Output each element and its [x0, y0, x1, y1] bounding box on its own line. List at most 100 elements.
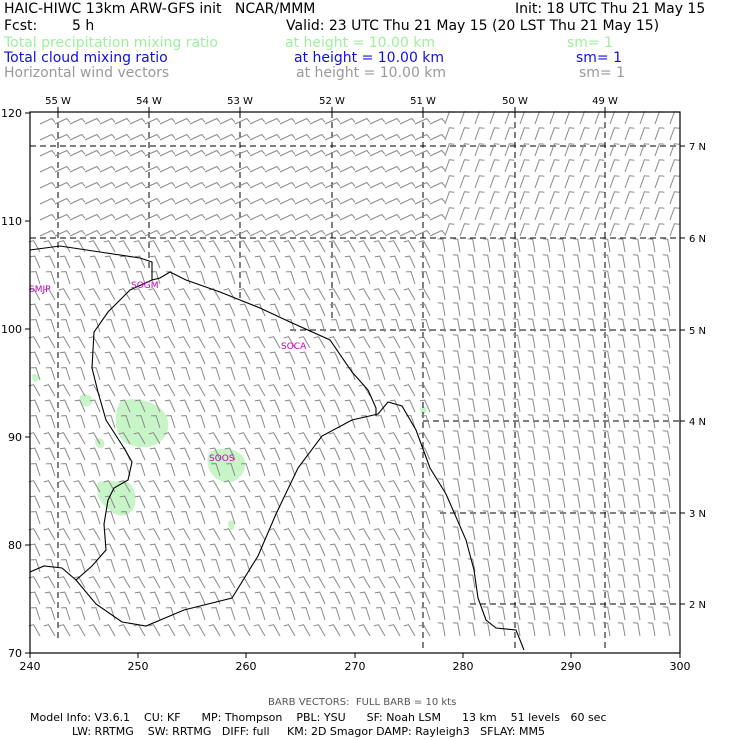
wind-barb: [542, 366, 551, 381]
x-tick-label: 250: [128, 660, 149, 673]
wind-barb: [134, 447, 146, 461]
wind-barb: [360, 511, 371, 525]
wind-barb: [135, 607, 146, 621]
y-tick-label: 110: [1, 215, 22, 228]
wind-barb: [344, 495, 356, 509]
wind-barb: [384, 197, 401, 205]
wind-barb: [315, 367, 326, 381]
wind-barb: [527, 398, 536, 413]
wind-barb: [418, 624, 431, 637]
wind-barb: [527, 622, 536, 637]
wind-barb: [504, 127, 515, 141]
wind-barb: [39, 165, 56, 173]
wind-barb: [324, 149, 341, 157]
wind-barb: [88, 576, 101, 589]
wind-barb: [512, 382, 521, 397]
wind-barb: [193, 288, 206, 301]
wind-barb: [519, 127, 530, 141]
wind-barb: [647, 350, 656, 365]
wind-barb: [669, 223, 680, 237]
wind-barb: [134, 255, 146, 269]
wind-barb: [194, 303, 206, 317]
wind-barb: [223, 432, 236, 445]
wind-barb: [330, 367, 341, 381]
wind-barb: [482, 366, 491, 381]
wind-barb: [542, 526, 551, 541]
wind-barb: [163, 384, 176, 397]
wind-barb: [180, 415, 191, 429]
wind-barb: [150, 559, 161, 573]
wind-barb: [384, 133, 401, 141]
wind-barb: [150, 511, 161, 525]
wind-barb: [358, 480, 371, 493]
wind-barb: [150, 415, 161, 429]
wind-barb: [194, 399, 206, 413]
wind-barb: [527, 494, 536, 509]
wind-barb: [314, 543, 326, 557]
wind-barb: [73, 624, 86, 637]
wind-barb: [298, 288, 311, 301]
wind-barb: [105, 319, 116, 333]
wind-barb: [617, 414, 626, 429]
wind-barb: [159, 197, 176, 205]
lon-label: 53 W: [227, 96, 253, 107]
wind-barb: [69, 213, 86, 221]
wind-barb: [294, 229, 311, 237]
wind-barb: [662, 254, 671, 269]
axis-ticks: [25, 107, 685, 658]
wind-barb: [58, 384, 71, 397]
wind-barb: [632, 446, 641, 461]
wind-barb: [482, 462, 491, 477]
wind-barb: [329, 543, 341, 557]
wind-barb: [497, 270, 506, 285]
wind-barb: [249, 133, 266, 141]
wind-barb: [298, 384, 311, 397]
wind-barb: [135, 271, 146, 285]
wind-barb: [497, 574, 506, 589]
wind-barb: [384, 213, 401, 221]
wind-barb: [467, 318, 476, 333]
wind-barb: [404, 447, 416, 461]
wind-barb: [564, 223, 575, 237]
wind-barb: [264, 149, 281, 157]
wind-barb: [444, 159, 455, 173]
wind-barb: [193, 432, 206, 445]
wind-barb: [452, 238, 461, 253]
wind-barb: [557, 366, 566, 381]
wind-barb: [624, 111, 635, 125]
wind-barb: [384, 149, 401, 157]
wind-barb: [268, 384, 281, 397]
wind-barb: [557, 318, 566, 333]
wind-barb: [452, 510, 461, 525]
wind-barb: [497, 286, 506, 301]
wind-barb: [587, 366, 596, 381]
wind-barb: [617, 494, 626, 509]
precip-area: [207, 448, 246, 483]
wind-barb: [129, 213, 146, 221]
wind-barb: [467, 478, 476, 493]
wind-barb: [193, 384, 206, 397]
wind-barb: [148, 240, 161, 253]
wind-barb: [617, 590, 626, 605]
wind-barb: [617, 254, 626, 269]
wind-barb: [360, 319, 371, 333]
wind-barb: [418, 336, 431, 349]
wind-barb: [602, 238, 611, 253]
wind-barb: [223, 528, 236, 541]
wind-barb: [512, 366, 521, 381]
wind-barb: [225, 511, 236, 525]
wind-barb: [557, 590, 566, 605]
wind-barb: [118, 384, 131, 397]
wind-barb: [330, 319, 341, 333]
wind-barb: [69, 229, 86, 237]
wind-barb: [345, 511, 356, 525]
wind-barb: [60, 463, 71, 477]
wind-barb: [343, 384, 356, 397]
wind-barb: [360, 415, 371, 429]
wind-barb: [255, 271, 266, 285]
wind-barb: [399, 165, 416, 173]
wind-barb: [45, 415, 56, 429]
wind-barb: [587, 558, 596, 573]
wind-barb: [253, 384, 266, 397]
wind-barb: [389, 591, 401, 605]
